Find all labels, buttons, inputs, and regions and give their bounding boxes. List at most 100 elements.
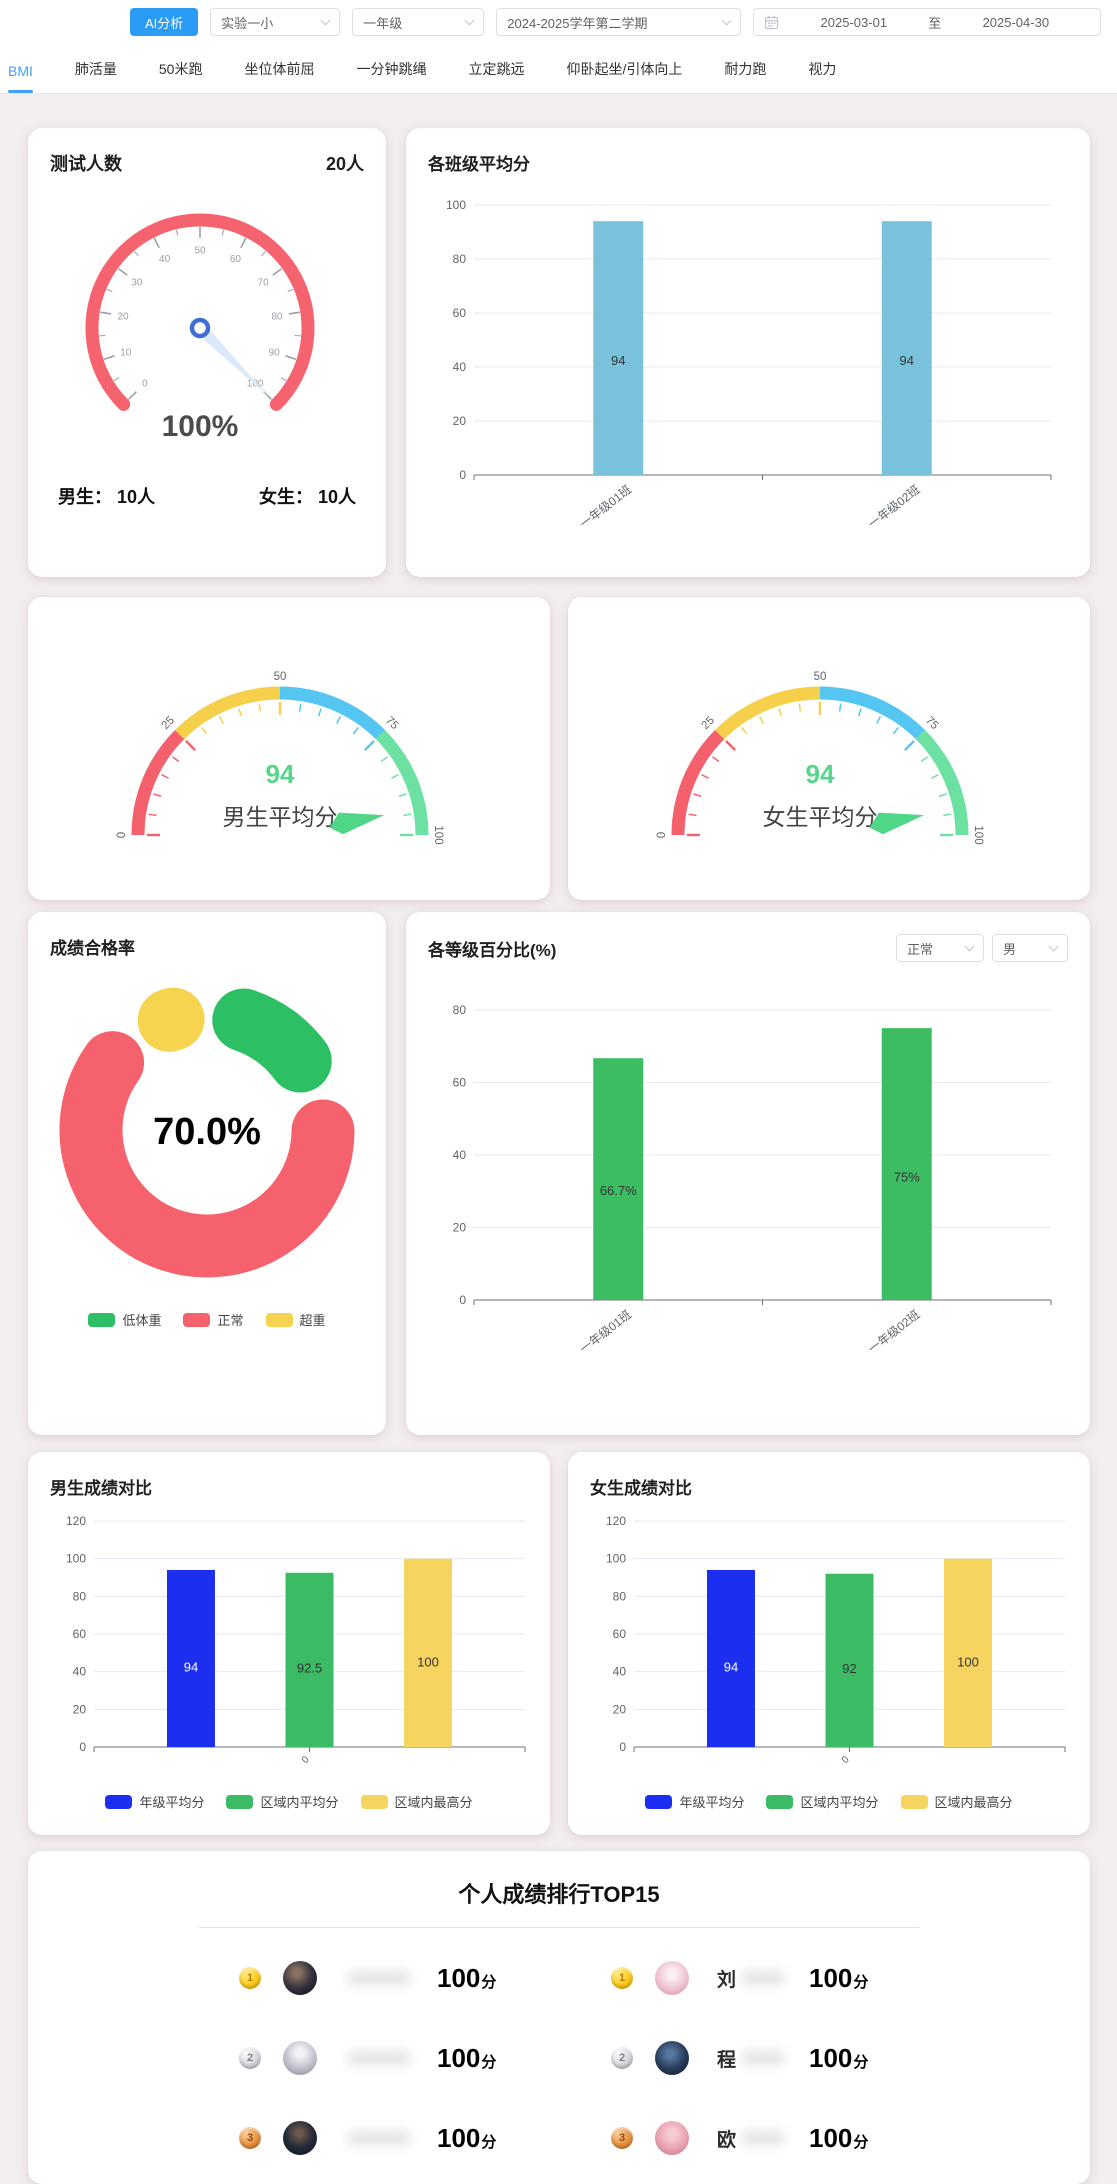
legend-item-区域内最高分[interactable]: 区域内最高分 — [360, 1792, 473, 1811]
ranking-item: 3 100 分 — [109, 2112, 559, 2164]
student-name: 刘 — [717, 1965, 795, 1991]
female-compare-legend: 年级平均分 区域内平均分 区域内最高分 — [590, 1792, 1068, 1811]
medal-rank-2-icon: 2 — [611, 2047, 633, 2069]
legend-label: 区域内平均分 — [800, 1795, 879, 1810]
avatar — [283, 2041, 317, 2075]
ranking-item: 3 欧 100 分 — [559, 2112, 1009, 2164]
legend-swatch — [645, 1794, 673, 1809]
start-date-value[interactable]: 2025-03-01 — [820, 14, 888, 30]
card-class-average: 各班级平均分 0 20 40 60 80 100 94 94 一年级01班 一年级02班 — [406, 128, 1090, 577]
svg-text:80: 80 — [613, 1589, 627, 1603]
score: 100 分 — [809, 1963, 868, 1994]
tab-视力[interactable]: 视力 — [808, 61, 837, 77]
svg-text:女生平均分: 女生平均分 — [763, 804, 878, 830]
redacted-name-blur — [741, 1970, 785, 1986]
legend-swatch — [360, 1794, 388, 1809]
svg-text:20: 20 — [117, 311, 129, 322]
card-male-average-gauge: 0 25 50 75 100 94 男生平均分 — [28, 597, 550, 900]
student-name: 欧 — [717, 2125, 795, 2151]
svg-text:40: 40 — [453, 360, 467, 374]
score-unit: 分 — [481, 2053, 497, 2071]
svg-text:75: 75 — [383, 715, 401, 733]
grade-select[interactable]: 一年级 — [352, 8, 485, 36]
medal-rank-3-icon: 3 — [611, 2127, 633, 2149]
end-date-value[interactable]: 2025-04-30 — [982, 14, 1050, 30]
svg-text:一年级01班: 一年级01班 — [577, 1307, 634, 1356]
female-compare-bar-chart: 0 20 40 60 80 100 120 94 92 100 0 — [590, 1507, 1068, 1792]
student-name — [345, 1965, 423, 1991]
legend-swatch — [183, 1312, 211, 1327]
level-select[interactable]: 正常 — [896, 934, 984, 962]
medal-rank-1-icon: 1 — [239, 1967, 261, 1989]
tab-耐力跑[interactable]: 耐力跑 — [724, 61, 767, 77]
male-compare-bar-chart: 0 20 40 60 80 100 120 94 92.5 100 0 — [50, 1507, 528, 1792]
card-pass-rate: 成绩合格率 70.0% 低体重 正常 超重 — [28, 912, 386, 1435]
legend-item-区域内平均分[interactable]: 区域内平均分 — [226, 1792, 339, 1811]
tab-50米跑[interactable]: 50米跑 — [158, 61, 203, 77]
svg-text:0: 0 — [459, 468, 466, 482]
card-female-compare: 女生成绩对比 0 20 40 60 80 100 120 94 92 100 0 年级平均分 区域内平… — [568, 1452, 1090, 1835]
tab-BMI[interactable]: BMI — [8, 49, 33, 93]
level-percentage-bar-chart: 0 20 40 60 80 66.7% 75% 一年级01班 一年级02班 — [428, 968, 1068, 1418]
svg-text:80: 80 — [453, 252, 467, 266]
legend-item-年级平均分[interactable]: 年级平均分 — [105, 1792, 204, 1811]
legend-item-低体重[interactable]: 低体重 — [88, 1310, 161, 1329]
score: 100 分 — [437, 1963, 496, 1994]
student-name — [345, 2045, 423, 2071]
gender-select[interactable]: 男 — [992, 934, 1068, 962]
tab-坐位体前屈[interactable]: 坐位体前屈 — [244, 61, 315, 77]
legend-item-正常[interactable]: 正常 — [183, 1310, 244, 1329]
svg-text:120: 120 — [606, 1514, 626, 1528]
ranking-title: 个人成绩排行TOP15 — [458, 1882, 660, 1907]
class-average-bar-chart: 0 20 40 60 80 100 94 94 一年级01班 一年级02班 — [428, 183, 1068, 560]
legend-item-区域内最高分[interactable]: 区域内最高分 — [900, 1792, 1013, 1811]
tab-一分钟跳绳[interactable]: 一分钟跳绳 — [356, 61, 427, 77]
tab-肺活量[interactable]: 肺活量 — [74, 61, 117, 77]
svg-text:80: 80 — [453, 1003, 467, 1017]
student-name-visible-char: 程 — [717, 2049, 737, 2071]
svg-text:20: 20 — [73, 1702, 87, 1716]
svg-text:100%: 100% — [162, 410, 239, 443]
metric-tab-bar: BMI 肺活量 50米跑 坐位体前屈 一分钟跳绳 立定跳远 仰卧起坐/引体向上 耐力跑 视力 — [0, 44, 1117, 94]
score-unit: 分 — [853, 1973, 869, 1991]
legend-item-超重[interactable]: 超重 — [265, 1310, 326, 1329]
legend-item-区域内平均分[interactable]: 区域内平均分 — [766, 1792, 879, 1811]
svg-text:50: 50 — [274, 671, 287, 683]
svg-text:20: 20 — [453, 414, 467, 428]
svg-text:0: 0 — [459, 1293, 466, 1307]
redacted-name-blur — [741, 2050, 785, 2066]
legend-label: 正常 — [217, 1313, 244, 1328]
date-range-picker[interactable]: 2025-03-01 至 2025-04-30 — [753, 8, 1102, 36]
svg-text:80: 80 — [271, 311, 283, 322]
school-select-value: 实验一小 — [221, 15, 274, 31]
student-name-visible-char: 欧 — [717, 2129, 737, 2151]
legend-label: 区域内平均分 — [260, 1795, 339, 1810]
card-title: 女生成绩对比 — [590, 1479, 692, 1498]
svg-text:50: 50 — [814, 671, 827, 683]
tab-仰卧起坐/引体向上[interactable]: 仰卧起坐/引体向上 — [566, 61, 683, 77]
score-unit: 分 — [853, 2053, 869, 2071]
svg-text:一年级02班: 一年级02班 — [866, 482, 923, 531]
gender-select-value: 男 — [1003, 941, 1017, 957]
svg-text:75: 75 — [923, 715, 941, 733]
school-select[interactable]: 实验一小 — [210, 8, 341, 36]
ai-analysis-button[interactable]: AI分析 — [130, 8, 199, 36]
svg-text:100: 100 — [66, 1552, 86, 1566]
svg-text:66.7%: 66.7% — [600, 1183, 637, 1198]
svg-text:0: 0 — [619, 1740, 626, 1754]
tab-立定跳远[interactable]: 立定跳远 — [468, 61, 525, 77]
card-title: 成绩合格率 — [50, 939, 135, 958]
chevron-down-icon — [320, 15, 331, 26]
score: 100 分 — [809, 2043, 868, 2074]
legend-item-年级平均分[interactable]: 年级平均分 — [645, 1792, 744, 1811]
svg-text:0: 0 — [840, 1754, 852, 1766]
svg-text:75%: 75% — [894, 1170, 920, 1185]
term-select[interactable]: 2024-2025学年第二学期 — [496, 8, 742, 36]
svg-text:一年级01班: 一年级01班 — [577, 482, 634, 531]
male-count: 男生： 10人 — [58, 487, 156, 507]
svg-text:50: 50 — [194, 246, 206, 257]
svg-text:25: 25 — [160, 715, 178, 733]
svg-text:30: 30 — [131, 278, 143, 289]
card-test-count: 测试人数 20人 0102030405060708090100100% 男生： … — [28, 128, 386, 577]
score-value: 100 — [809, 1962, 853, 1993]
